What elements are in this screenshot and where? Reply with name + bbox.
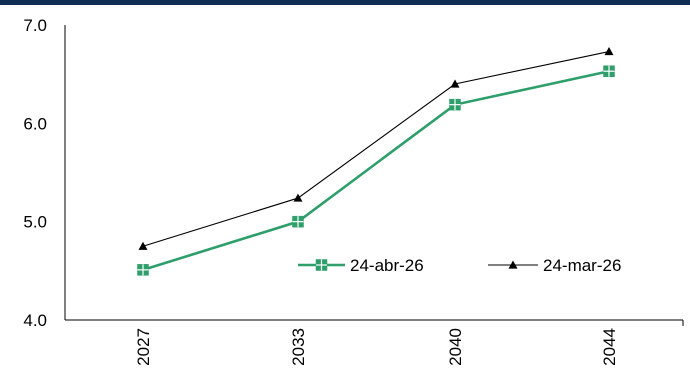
y-tick-label: 7.0	[23, 16, 47, 35]
y-tick-label: 4.0	[23, 311, 47, 330]
y-tick-label: 6.0	[23, 114, 47, 133]
x-tick-label: 2027	[134, 328, 153, 366]
y-tick-label: 5.0	[23, 213, 47, 232]
legend-label-0: 24-abr-26	[350, 256, 424, 275]
legend: 24-abr-26 24-mar-26	[298, 256, 621, 275]
header-bar	[0, 0, 690, 5]
x-tick-label: 2033	[289, 328, 308, 366]
legend-marker-0	[315, 259, 328, 271]
series-layer	[137, 47, 615, 276]
series-1-point-0	[138, 241, 148, 250]
series-0-point-1	[292, 215, 304, 228]
series-1-point-2	[450, 79, 460, 88]
series-0-point-0	[137, 264, 149, 276]
series-0-point-2	[449, 98, 461, 111]
series-1-point-3	[604, 47, 614, 56]
x-tick-label: 2044	[600, 328, 619, 366]
x-tick-labels: 2027 2033 2040 2044	[134, 328, 619, 366]
chart-axes	[64, 25, 684, 326]
series-1-point-1	[293, 193, 303, 202]
y-tick-labels: 4.0 5.0 6.0 7.0	[23, 16, 47, 330]
x-tick-label: 2040	[446, 328, 465, 366]
series-0-point-3	[603, 65, 615, 77]
legend-marker-1	[508, 260, 518, 269]
legend-label-1: 24-mar-26	[543, 256, 621, 275]
series-line-1	[142, 51, 610, 247]
series-line-0	[142, 69, 610, 272]
